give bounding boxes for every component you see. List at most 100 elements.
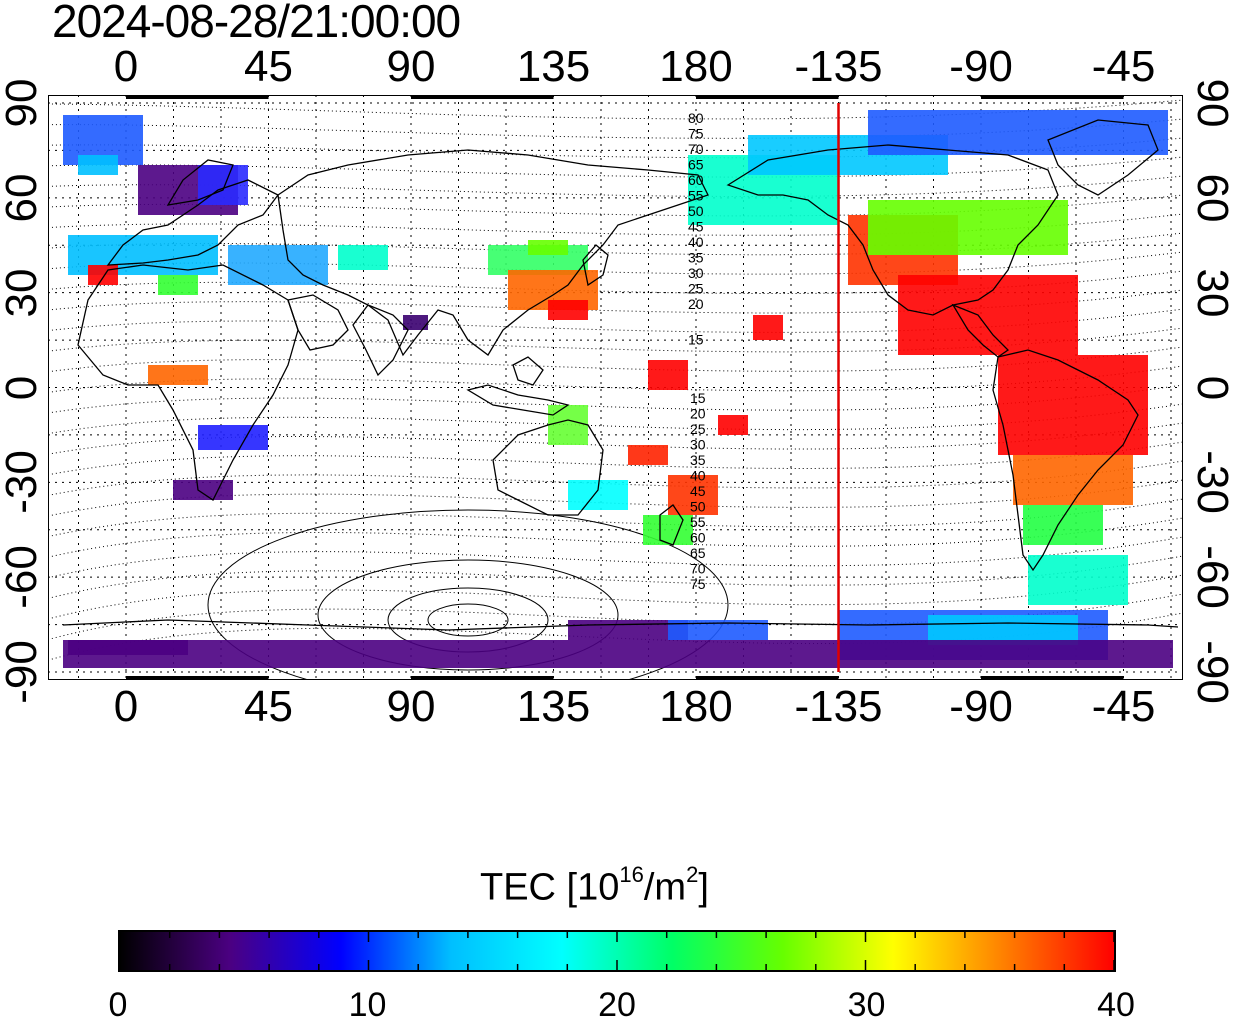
latitude-tick-label: 90 — [1188, 78, 1235, 128]
longitude-tick-label: -45 — [1091, 42, 1156, 91]
south-pole-contour — [427, 603, 509, 637]
tec-patch — [88, 265, 118, 285]
tec-patch — [718, 415, 748, 435]
contour-label: 70 — [690, 561, 706, 577]
tec-patch — [753, 315, 783, 340]
contour-labels: 8075706560555045403530252015152025303540… — [688, 110, 706, 592]
colorbar-tick-label: 0 — [108, 986, 128, 1024]
contour-label: 75 — [688, 126, 704, 142]
tec-patch — [1028, 555, 1128, 605]
contour-label: 40 — [688, 234, 704, 250]
colorbar-title-end: ] — [698, 866, 709, 909]
contour-line — [48, 460, 1183, 496]
latitude-tick-label: 30 — [0, 268, 46, 318]
tec-patch — [648, 360, 688, 390]
contour-label: 55 — [690, 514, 706, 530]
latitude-tick-label: 60 — [1188, 173, 1235, 223]
latitude-tick-label: -90 — [0, 640, 46, 704]
tec-patch — [568, 480, 628, 510]
tec-patch — [228, 245, 328, 285]
contour-line — [48, 498, 1183, 538]
longitude-tick-label: -45 — [1091, 682, 1156, 731]
tec-patch — [68, 640, 188, 655]
contour-label: 55 — [688, 188, 704, 204]
tec-patch — [898, 275, 1078, 355]
longitude-tick-label: -90 — [949, 682, 1013, 731]
longitude-tick-label: 90 — [386, 682, 436, 731]
tec-patch — [63, 640, 1173, 668]
timestamp: 2024-08-28/21:00:00 — [52, 0, 461, 47]
south-pole-contour — [207, 509, 729, 680]
longitude-tick-label: 180 — [659, 42, 733, 91]
longitude-tick-label: 135 — [516, 42, 591, 91]
contour-label: 30 — [688, 265, 704, 281]
tec-patch — [528, 240, 568, 255]
tec-patch — [868, 200, 1068, 255]
latitude-tick-label: -30 — [1188, 450, 1235, 515]
tec-patch — [548, 405, 588, 445]
colorbar-tick-label: 40 — [1097, 986, 1135, 1024]
longitude-tick-label: -90 — [949, 42, 1013, 91]
frame-bars — [126, 95, 1124, 680]
tec-patch — [403, 315, 428, 330]
contour-label: 75 — [690, 576, 706, 592]
tec-patch — [173, 480, 233, 500]
longitude-tick-label: 45 — [244, 682, 293, 731]
tec-patch — [338, 245, 388, 270]
frame-bar — [981, 95, 1124, 99]
contour-label: 15 — [690, 390, 706, 406]
frame-bar — [411, 676, 554, 680]
frame-bar — [981, 676, 1124, 680]
tec-patch — [198, 425, 268, 450]
frame-bar — [696, 676, 839, 680]
longitude-tick-label: -135 — [794, 682, 883, 731]
contour-label: 45 — [690, 483, 706, 499]
colorbar-tick-label: 20 — [598, 986, 636, 1024]
tec-patch — [668, 620, 768, 640]
contour-label: 60 — [688, 172, 704, 188]
longitude-tick-label: -135 — [794, 42, 883, 91]
tec-patch — [1013, 455, 1133, 505]
longitude-tick-label: 90 — [386, 42, 436, 91]
longitude-tick-label: 45 — [244, 42, 293, 91]
colorbar — [118, 930, 1116, 972]
contour-label: 20 — [688, 296, 704, 312]
contour-label: 65 — [690, 545, 706, 561]
colorbar-minor-ticks — [120, 932, 1114, 970]
latitude-tick-label: -90 — [1188, 640, 1235, 704]
tec-patch — [548, 300, 588, 320]
contour-label: 50 — [688, 203, 704, 219]
contour-label: 45 — [688, 219, 704, 235]
tec-patch — [158, 275, 198, 295]
tec-patch — [668, 475, 718, 515]
frame-bar — [696, 95, 839, 99]
frame-bar — [126, 676, 269, 680]
contour-label: 65 — [688, 157, 704, 173]
contour-label: 35 — [688, 250, 704, 266]
contour-label: 25 — [688, 281, 704, 297]
colorbar-title-mid: /m — [643, 866, 687, 909]
frame-bar — [411, 95, 554, 99]
coastlines — [62, 119, 1179, 631]
latitude-tick-label: 0 — [0, 375, 46, 400]
colorbar-title-exp1: 16 — [619, 862, 644, 887]
contour-label: 70 — [688, 141, 704, 157]
tec-patch — [868, 110, 1168, 155]
contour-label: 30 — [690, 437, 706, 453]
tec-patch — [1023, 505, 1103, 545]
tec-patch — [643, 515, 693, 545]
latitude-tick-label: -60 — [1188, 545, 1235, 609]
colorbar-title-main: TEC [10 — [480, 866, 620, 909]
tec-patch — [628, 445, 668, 465]
tec-patch — [998, 355, 1148, 455]
colorbar-title-exp2: 2 — [686, 862, 699, 887]
latitude-tick-label: 30 — [1188, 268, 1235, 318]
contour-label: 25 — [690, 421, 706, 437]
tec-patch — [148, 365, 208, 385]
colorbar-tick-label: 30 — [847, 986, 886, 1024]
latitude-tick-label: 90 — [0, 78, 46, 128]
south-pole-contour — [317, 559, 619, 671]
tec-data-patches — [63, 110, 1173, 668]
contour-label: 15 — [688, 332, 704, 348]
colorbar-tick-label: 10 — [348, 986, 387, 1024]
